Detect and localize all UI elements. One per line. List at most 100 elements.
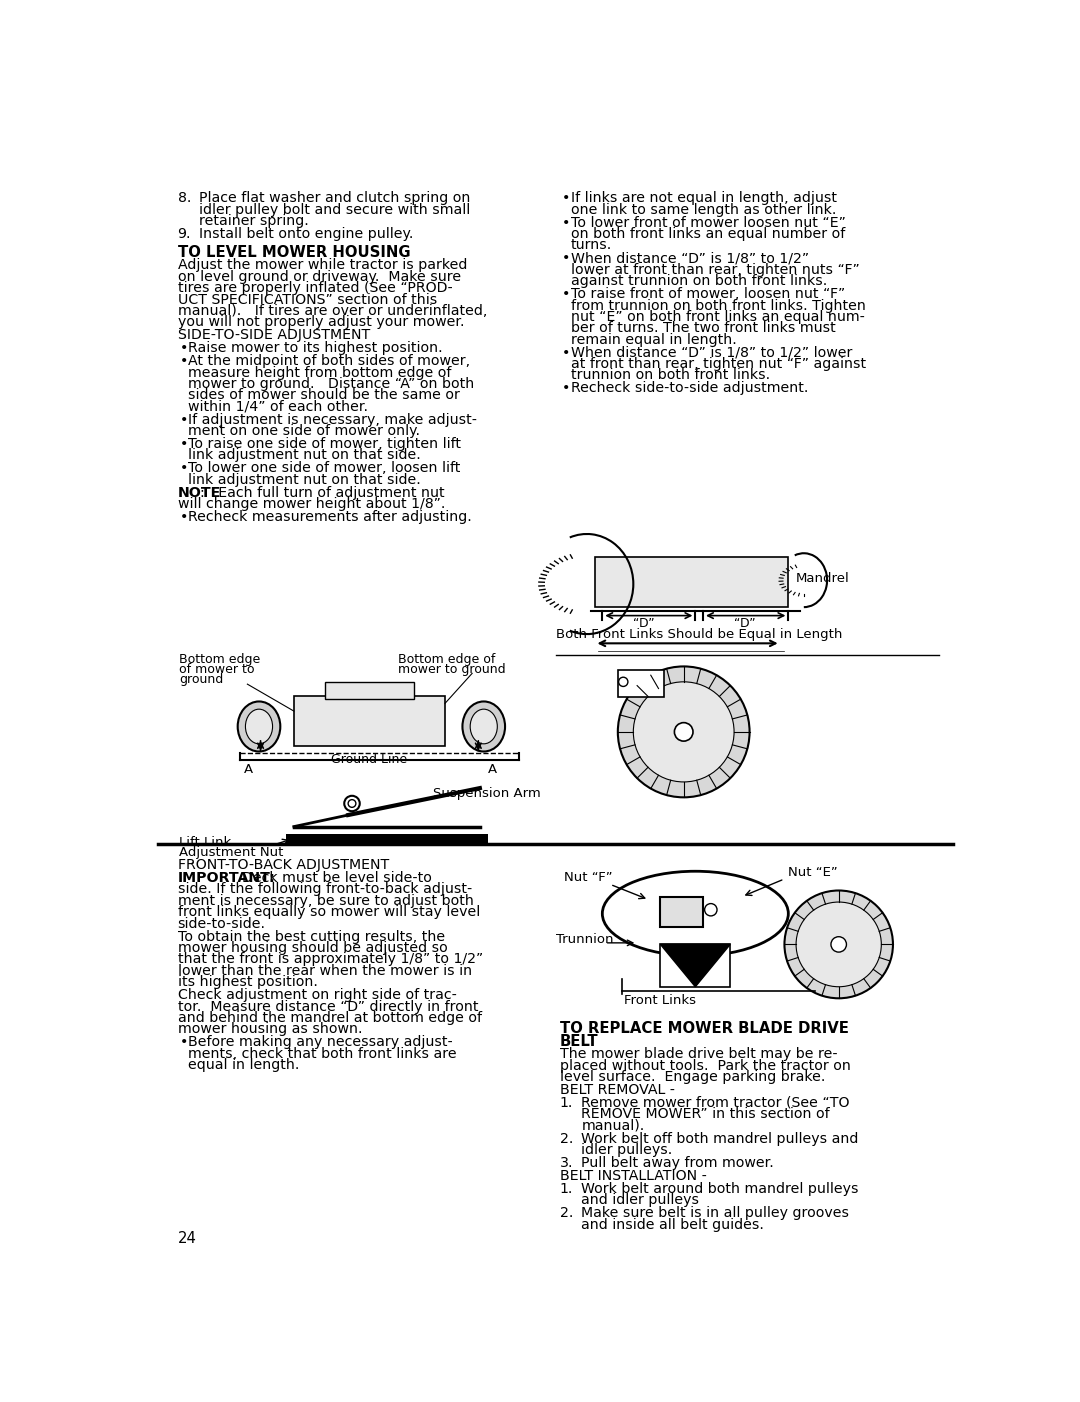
Text: Trunnion: Trunnion <box>556 932 613 946</box>
Text: Nut “E”: Nut “E” <box>788 866 838 879</box>
Text: Nut “F”: Nut “F” <box>564 871 612 885</box>
Bar <box>661 945 730 987</box>
Text: ground: ground <box>179 673 224 687</box>
Text: Bottom edge: Bottom edge <box>179 653 260 666</box>
Text: REMOVE MOWER” in this section of: REMOVE MOWER” in this section of <box>581 1108 831 1122</box>
Text: •: • <box>562 216 570 230</box>
Text: UCT SPECIFICATIONS” section of this: UCT SPECIFICATIONS” section of this <box>177 293 437 307</box>
Text: Both Front Links Should be Equal in Length: Both Front Links Should be Equal in Leng… <box>556 628 842 641</box>
Text: sides of mower should be the same or: sides of mower should be the same or <box>189 388 460 402</box>
Text: one link to same length as other link.: one link to same length as other link. <box>570 203 836 217</box>
Text: TO LEVEL MOWER HOUSING: TO LEVEL MOWER HOUSING <box>177 244 410 259</box>
Text: To lower front of mower loosen nut “E”: To lower front of mower loosen nut “E” <box>570 216 846 230</box>
Text: on both front links an equal number of: on both front links an equal number of <box>570 227 845 241</box>
Text: mower to ground: mower to ground <box>399 663 507 676</box>
Text: idler pulleys.: idler pulleys. <box>581 1143 673 1157</box>
Text: and inside all belt guides.: and inside all belt guides. <box>581 1217 765 1231</box>
Text: To raise one side of mower, tighten lift: To raise one side of mower, tighten lift <box>189 437 461 451</box>
Text: •: • <box>180 510 188 524</box>
Text: 1.: 1. <box>559 1096 573 1110</box>
Text: within 1/4” of each other.: within 1/4” of each other. <box>189 400 368 414</box>
Text: Remove mower from tractor (See “TO: Remove mower from tractor (See “TO <box>581 1096 850 1110</box>
Text: Before making any necessary adjust-: Before making any necessary adjust- <box>189 1035 454 1049</box>
Text: ment on one side of mower only.: ment on one side of mower only. <box>189 423 420 437</box>
Text: TO REPLACE MOWER BLADE DRIVE: TO REPLACE MOWER BLADE DRIVE <box>559 1022 849 1036</box>
Polygon shape <box>661 945 730 987</box>
Text: 9.: 9. <box>177 227 191 241</box>
Ellipse shape <box>238 701 281 751</box>
Text: ment is necessary, be sure to adjust both: ment is necessary, be sure to adjust bot… <box>177 894 473 908</box>
Text: you will not properly adjust your mower.: you will not properly adjust your mower. <box>177 315 464 329</box>
Text: Mandrel: Mandrel <box>796 572 850 586</box>
Text: that the front is approximately 1/8” to 1/2”: that the front is approximately 1/8” to … <box>177 952 483 966</box>
Text: The mower blade drive belt may be re-: The mower blade drive belt may be re- <box>559 1047 837 1061</box>
Text: mower housing should be adjusted so: mower housing should be adjusted so <box>177 941 447 955</box>
Text: and idler pulleys: and idler pulleys <box>581 1193 700 1207</box>
Text: Lift Link: Lift Link <box>179 836 231 848</box>
Text: and behind the mandrel at bottom edge of: and behind the mandrel at bottom edge of <box>177 1011 482 1025</box>
Text: IMPORTANT:: IMPORTANT: <box>177 871 275 885</box>
Text: of mower to: of mower to <box>179 663 255 676</box>
Text: ber of turns. The two front links must: ber of turns. The two front links must <box>570 321 835 335</box>
Text: nut “E” on both front links an equal num-: nut “E” on both front links an equal num… <box>570 310 864 324</box>
Text: To raise front of mower, loosen nut “F”: To raise front of mower, loosen nut “F” <box>570 287 845 301</box>
Text: To obtain the best cutting results, the: To obtain the best cutting results, the <box>177 930 445 944</box>
Ellipse shape <box>462 701 505 751</box>
Circle shape <box>831 937 847 952</box>
Text: 1.: 1. <box>559 1182 573 1196</box>
Text: •: • <box>180 1035 188 1049</box>
Text: Check adjustment on right side of trac-: Check adjustment on right side of trac- <box>177 988 457 1002</box>
Text: Suspension Arm: Suspension Arm <box>433 787 541 799</box>
Text: its highest position.: its highest position. <box>177 976 318 990</box>
Circle shape <box>784 890 893 998</box>
Bar <box>325 681 414 698</box>
Circle shape <box>633 681 734 782</box>
Text: BELT REMOVAL -: BELT REMOVAL - <box>559 1082 675 1096</box>
Text: •: • <box>562 287 570 301</box>
Text: remain equal in length.: remain equal in length. <box>570 332 737 346</box>
Text: •: • <box>562 251 570 265</box>
Text: Adjustment Nut: Adjustment Nut <box>179 845 284 859</box>
Text: Ground Line: Ground Line <box>330 753 407 765</box>
Text: •: • <box>180 341 188 355</box>
Text: turns.: turns. <box>570 238 611 252</box>
Text: tor.  Measure distance “D” directly in front: tor. Measure distance “D” directly in fr… <box>177 1000 478 1014</box>
Text: retainer spring.: retainer spring. <box>200 215 309 229</box>
Circle shape <box>619 677 627 687</box>
Text: placed without tools.  Park the tractor on: placed without tools. Park the tractor o… <box>559 1059 851 1073</box>
Text: •: • <box>180 355 188 369</box>
Text: Make sure belt is in all pulley grooves: Make sure belt is in all pulley grooves <box>581 1206 849 1220</box>
Ellipse shape <box>470 709 497 744</box>
Text: •: • <box>562 191 570 205</box>
Text: BELT: BELT <box>559 1033 598 1049</box>
Text: 2.: 2. <box>559 1206 573 1220</box>
Text: Raise mower to its highest position.: Raise mower to its highest position. <box>189 341 443 355</box>
Text: Pull belt away from mower.: Pull belt away from mower. <box>581 1157 774 1171</box>
Text: FRONT-TO-BACK ADJUSTMENT: FRONT-TO-BACK ADJUSTMENT <box>177 858 389 872</box>
Text: lower at front than rear, tighten nuts “F”: lower at front than rear, tighten nuts “… <box>570 262 860 276</box>
Text: Work belt around both mandrel pulleys: Work belt around both mandrel pulleys <box>581 1182 859 1196</box>
Text: level surface.  Engage parking brake.: level surface. Engage parking brake. <box>559 1070 825 1084</box>
Text: side. If the following front-to-back adjust-: side. If the following front-to-back adj… <box>177 882 472 896</box>
Text: BELT INSTALLATION -: BELT INSTALLATION - <box>559 1169 706 1183</box>
Text: trunnion on both front links.: trunnion on both front links. <box>570 369 770 383</box>
Text: against trunnion on both front links.: against trunnion on both front links. <box>570 275 827 289</box>
Text: idler pulley bolt and secure with small: idler pulley bolt and secure with small <box>200 203 471 217</box>
Text: 3.: 3. <box>559 1157 573 1171</box>
Text: side-to-side.: side-to-side. <box>177 917 266 931</box>
Text: •: • <box>180 412 188 426</box>
Text: When distance “D” is 1/8” to 1/2”: When distance “D” is 1/8” to 1/2” <box>570 251 809 265</box>
Text: lower than the rear when the mower is in: lower than the rear when the mower is in <box>177 963 472 977</box>
Ellipse shape <box>603 871 788 956</box>
Bar <box>325 751 414 764</box>
Text: “D”: “D” <box>734 617 756 629</box>
Bar <box>618 670 664 697</box>
Circle shape <box>618 666 750 798</box>
Text: •: • <box>180 461 188 475</box>
Ellipse shape <box>245 709 272 744</box>
Text: 8.: 8. <box>177 191 191 205</box>
Text: Bottom edge of: Bottom edge of <box>399 653 496 666</box>
Bar <box>286 834 488 844</box>
Text: measure height from bottom edge of: measure height from bottom edge of <box>189 366 451 380</box>
Text: •: • <box>562 381 570 395</box>
